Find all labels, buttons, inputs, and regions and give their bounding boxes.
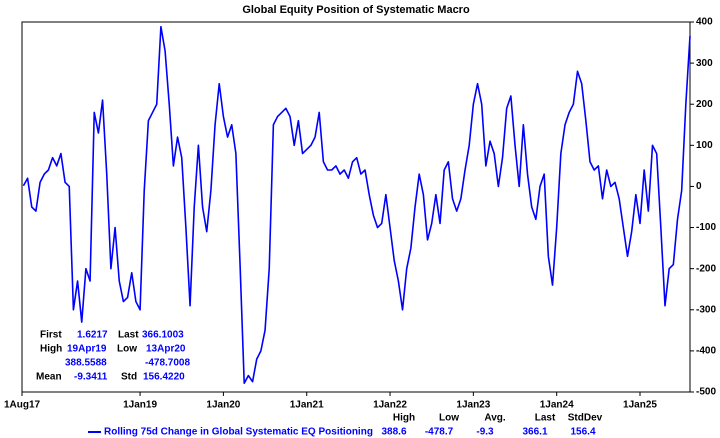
x-tick-label: 1Jan24 bbox=[540, 400, 574, 411]
x-tick-label: 1Jan23 bbox=[456, 400, 490, 411]
summary-value: -478.7 bbox=[425, 427, 454, 438]
y-tick-label: -500 bbox=[696, 387, 716, 398]
summary-value: -9.3 bbox=[476, 427, 494, 438]
stat-date: 13Apr20 bbox=[146, 344, 186, 355]
stat-value: -9.3411 bbox=[74, 372, 108, 383]
summary-header: Low bbox=[439, 413, 459, 424]
stat-label: Low bbox=[117, 344, 137, 355]
plot-frame bbox=[21, 21, 691, 393]
stat-value: 388.5588 bbox=[65, 358, 107, 369]
stat-value: 156.4220 bbox=[143, 372, 185, 383]
x-tick-label: 1Jan25 bbox=[623, 400, 657, 411]
y-tick-label: -100 bbox=[696, 222, 716, 233]
stat-label: High bbox=[40, 344, 62, 355]
stat-label: First bbox=[40, 330, 62, 341]
y-tick-label: -300 bbox=[696, 304, 716, 315]
summary-value: 388.6 bbox=[381, 427, 406, 438]
stat-value: 1.6217 bbox=[77, 330, 108, 341]
x-tick-label: 1Jan20 bbox=[206, 400, 240, 411]
data-line bbox=[22, 25, 691, 385]
legend-label: Rolling 75d Change in Global Systematic … bbox=[104, 427, 373, 438]
x-tick-label: 1Aug17 bbox=[4, 400, 41, 411]
x-tick-label: 1Jan19 bbox=[123, 400, 157, 411]
stat-label: Mean bbox=[36, 372, 62, 383]
y-tick-label: 100 bbox=[696, 140, 713, 151]
stat-label: Std bbox=[121, 372, 137, 383]
summary-header: Avg. bbox=[484, 413, 506, 424]
y-tick-label: 200 bbox=[696, 99, 713, 110]
summary-header: High bbox=[393, 413, 415, 424]
x-tick-label: 1Jan21 bbox=[290, 400, 324, 411]
x-tick-label: 1Jan22 bbox=[373, 400, 407, 411]
stats-block: First 1.6217 Last 366.1003 High 19Apr19 … bbox=[36, 330, 190, 383]
summary-header: StdDev bbox=[568, 413, 603, 424]
chart-title: Global Equity Position of Systematic Mac… bbox=[242, 4, 470, 16]
stat-label: Last bbox=[118, 330, 139, 341]
summary-value: 366.1 bbox=[522, 427, 547, 438]
summary-value: 156.4 bbox=[570, 427, 595, 438]
y-tick-label: -200 bbox=[696, 263, 716, 274]
y-tick-label: 0 bbox=[696, 181, 702, 192]
stat-value: 366.1003 bbox=[142, 330, 184, 341]
y-tick-label: 400 bbox=[696, 17, 713, 28]
stat-value: -478.7008 bbox=[145, 358, 190, 369]
stat-date: 19Apr19 bbox=[67, 344, 107, 355]
y-tick-label: 300 bbox=[696, 58, 713, 69]
summary-header: Last bbox=[535, 413, 556, 424]
y-tick-label: -400 bbox=[696, 346, 716, 357]
